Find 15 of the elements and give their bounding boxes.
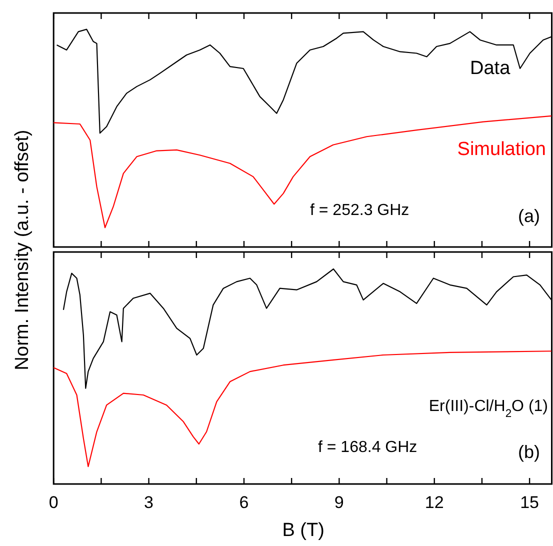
annotation: (a) — [518, 206, 540, 226]
x-axis-title: B (T) — [282, 520, 324, 541]
annotation: f = 168.4 GHz — [318, 439, 418, 456]
x-tick-label: 0 — [48, 493, 58, 512]
x-tick-label: 12 — [424, 493, 444, 512]
x-tick-label: 15 — [520, 493, 540, 512]
x-tick-label: 6 — [239, 493, 249, 512]
y-axis-title: Norm. Intensity (a.u. - offset) — [12, 130, 33, 370]
x-tick-label: 9 — [334, 493, 344, 512]
annotation: Er(III)-Cl/H$_{2}$O (1) — [428, 398, 548, 420]
series-label: Data — [470, 58, 511, 79]
x-tick-label: 3 — [144, 493, 154, 512]
annotation: (b) — [518, 442, 540, 462]
annotation: f = 252.3 GHz — [310, 202, 410, 219]
series-label: Simulation — [457, 139, 546, 160]
